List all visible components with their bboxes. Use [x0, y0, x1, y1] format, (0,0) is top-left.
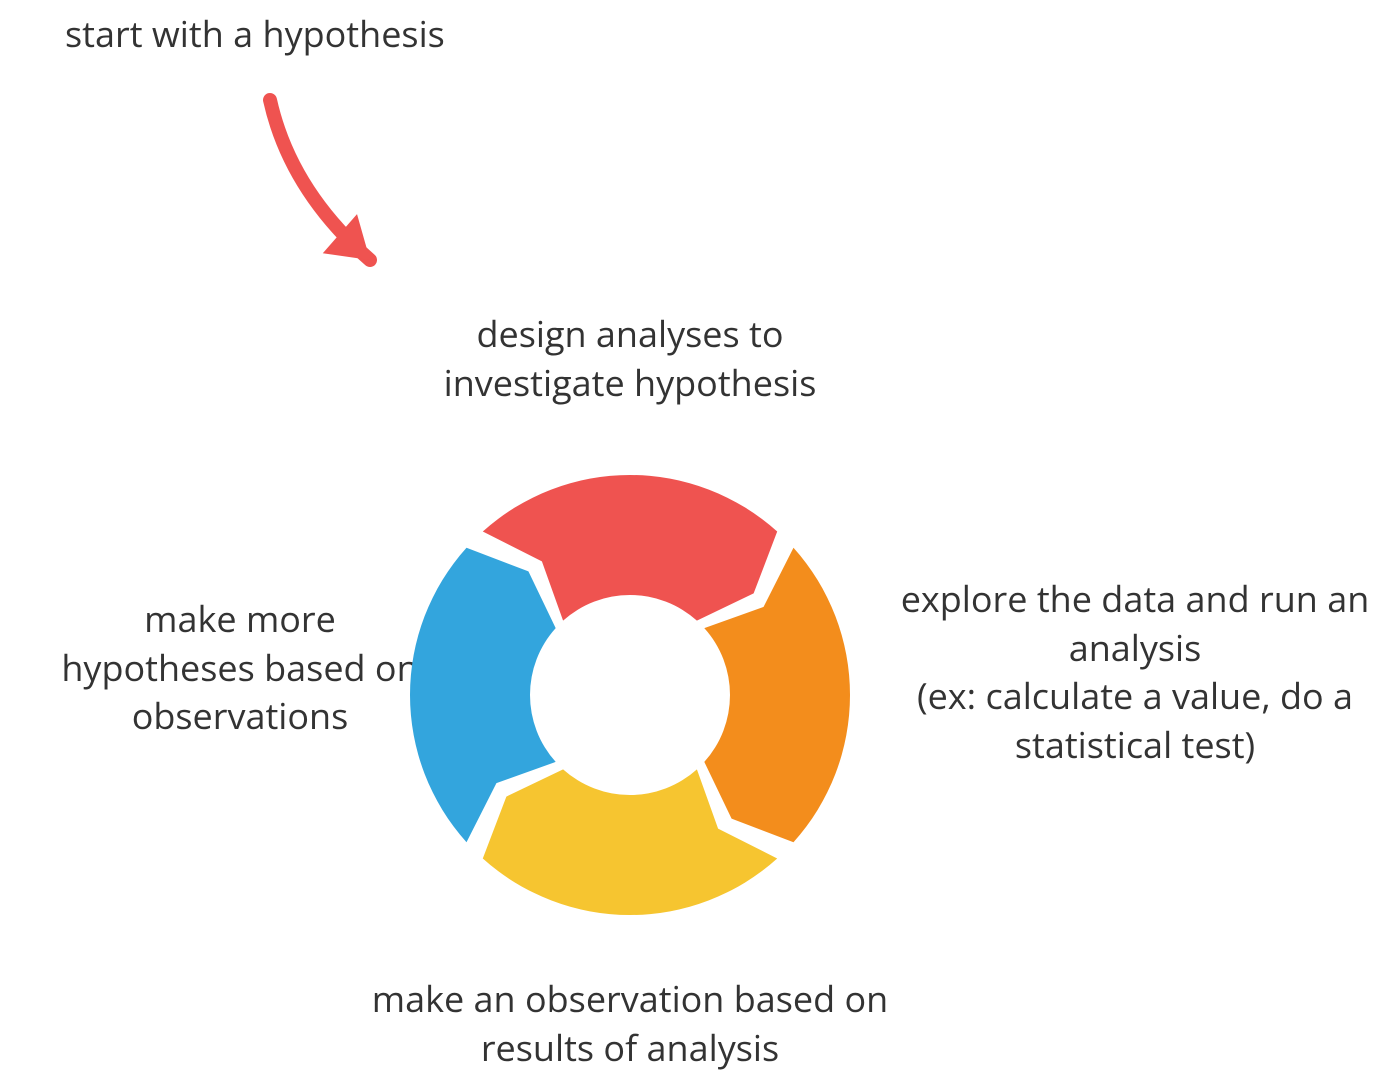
- ring-wrap: [0, 0, 1400, 1092]
- cycle-ring: [0, 0, 1400, 1092]
